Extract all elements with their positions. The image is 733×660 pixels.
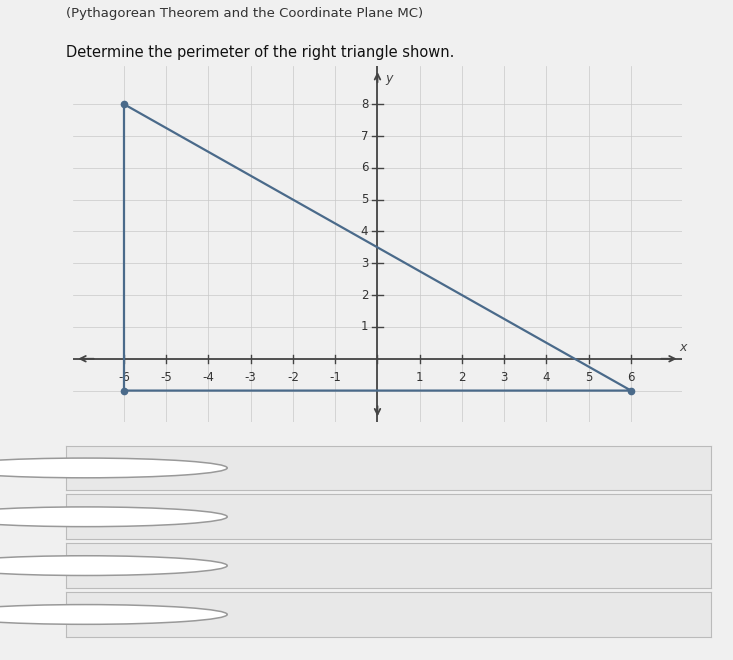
Text: 5: 5 — [585, 371, 592, 384]
Text: (Pythagorean Theorem and the Coordinate Plane MC): (Pythagorean Theorem and the Coordinate … — [66, 7, 423, 20]
Circle shape — [0, 507, 227, 527]
Text: 4: 4 — [361, 225, 368, 238]
Text: 8: 8 — [361, 98, 368, 111]
Text: 3: 3 — [501, 371, 508, 384]
Text: Determine the perimeter of the right triangle shown.: Determine the perimeter of the right tri… — [66, 45, 454, 60]
Text: 1: 1 — [416, 371, 424, 384]
Text: 2: 2 — [458, 371, 465, 384]
Text: 2: 2 — [361, 288, 368, 302]
Text: 6: 6 — [627, 371, 635, 384]
Text: y: y — [385, 72, 392, 84]
Text: 3: 3 — [361, 257, 368, 270]
Text: 1: 1 — [361, 321, 368, 333]
Text: -1: -1 — [329, 371, 341, 384]
Text: -5: -5 — [161, 371, 172, 384]
Circle shape — [0, 458, 227, 478]
Text: x: x — [679, 341, 687, 354]
Text: 21 units: 21 units — [105, 558, 164, 573]
Circle shape — [0, 605, 227, 624]
Text: -4: -4 — [202, 371, 215, 384]
Text: 6 units: 6 units — [105, 461, 155, 475]
Circle shape — [0, 556, 227, 576]
Text: 4: 4 — [542, 371, 550, 384]
Text: -6: -6 — [118, 371, 130, 384]
Text: 5: 5 — [361, 193, 368, 206]
Text: 36 units: 36 units — [105, 607, 164, 622]
Text: 7: 7 — [361, 129, 368, 143]
Text: 6: 6 — [361, 161, 368, 174]
Text: 15 units: 15 units — [105, 510, 164, 524]
Text: -3: -3 — [245, 371, 257, 384]
Text: -2: -2 — [287, 371, 299, 384]
